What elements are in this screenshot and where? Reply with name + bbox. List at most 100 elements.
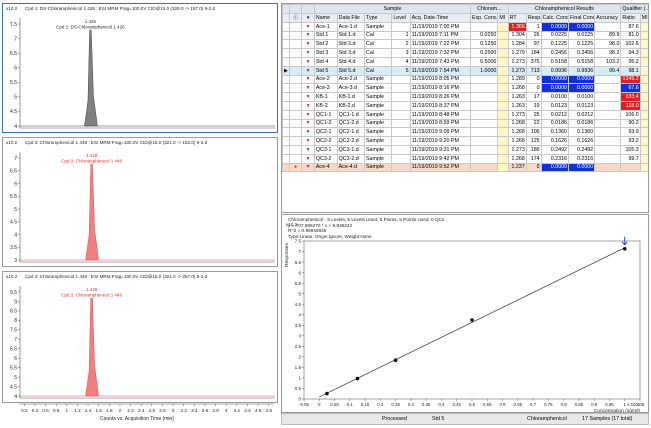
row-indicator[interactable]	[282, 127, 290, 138]
cell-exp-conc[interactable]	[469, 127, 499, 138]
cell-calc-conc[interactable]: 0.0100	[540, 92, 569, 102]
row-indicator[interactable]	[282, 92, 290, 102]
column-header-exp-conc[interactable]: Exp. Conc.	[469, 13, 499, 23]
cell-rt[interactable]: 1.273	[507, 144, 527, 155]
cell-qualifier-mi[interactable]	[639, 92, 648, 102]
row-indicator[interactable]	[282, 100, 290, 111]
cell-acq-date-time[interactable]: 11/19/2019 9:20 PM	[409, 136, 472, 146]
cell-mi[interactable]	[497, 100, 509, 111]
cell-mi[interactable]	[497, 153, 509, 164]
cell-name[interactable]: Std 5	[313, 65, 338, 76]
column-header-qualifier-mi[interactable]: MI	[639, 13, 648, 23]
row-indicator[interactable]	[282, 56, 290, 67]
cell-calc-conc[interactable]: 0.0212	[540, 109, 569, 120]
cell-rt[interactable]: 1.289	[507, 74, 527, 85]
cell-type[interactable]: Sample	[364, 118, 393, 129]
cell-data-file[interactable]: Ace-2.d	[336, 74, 366, 85]
cell-data-file[interactable]: QC3-1.d	[336, 144, 366, 155]
cell-final-conc[interactable]: 0.5158	[567, 56, 596, 67]
cell-exp-conc[interactable]	[469, 153, 499, 164]
cell-type[interactable]: Sample	[364, 100, 393, 111]
cell-resp[interactable]: 713	[525, 65, 542, 76]
cell-accuracy[interactable]	[594, 127, 622, 138]
cell-acq-date-time[interactable]: 11/19/2019 7:43 PM	[409, 56, 472, 67]
cell-name[interactable]: QC1-2	[313, 118, 338, 129]
calibration-curve-panel[interactable]: Chloramphenicol - 5 Levels, 5 Levels Use…	[281, 214, 649, 413]
cell-ratio[interactable]: 93.9	[620, 127, 641, 138]
row-flag-icon[interactable]	[288, 56, 303, 67]
table-row[interactable]: ▼ Ace-2 Ace-2.d Sample 11/19/2019 8:05 PM 1.2…	[282, 74, 648, 85]
cell-acq-date-time[interactable]: 11/19/2019 7:22 PM	[409, 39, 472, 50]
cell-rt[interactable]: 1.237	[507, 162, 527, 173]
cell-rt[interactable]: 1.268	[507, 127, 527, 138]
cell-resp[interactable]: 174	[525, 153, 542, 164]
cell-rt[interactable]: 1.263	[507, 100, 527, 111]
cell-final-conc[interactable]: 0.2492	[567, 144, 596, 155]
cell-qualifier-mi[interactable]	[639, 136, 648, 146]
cell-final-conc[interactable]: 0.9936	[567, 65, 596, 76]
cell-mi[interactable]	[497, 83, 509, 94]
cell-final-conc[interactable]: 0.0000	[567, 83, 596, 94]
row-indicator[interactable]	[282, 144, 290, 155]
cell-accuracy[interactable]: 98.2	[594, 48, 622, 58]
cell-mi[interactable]	[497, 118, 509, 129]
cell-data-file[interactable]: QC1-1.d	[336, 109, 366, 120]
row-filter-icon[interactable]: ▼	[301, 74, 315, 85]
cell-qualifier-mi[interactable]	[639, 127, 648, 138]
cell-rt[interactable]: 1.366	[507, 21, 527, 32]
cell-type[interactable]: Sample	[364, 21, 393, 32]
table-row[interactable]: ▼ QC1-1 QC1-1.d Sample 11/19/2019 8:48 PM 1.2…	[282, 109, 648, 120]
cell-data-file[interactable]: Std 2.d	[336, 39, 366, 50]
table-row[interactable]: ▼ QC3-1 QC3-1.d Sample 11/19/2019 9:31 PM 1.2…	[282, 144, 648, 155]
cell-data-file[interactable]: KB-2.d	[336, 100, 366, 111]
cell-qualifier-mi[interactable]	[639, 56, 648, 67]
cell-rt[interactable]: 1.268	[507, 83, 527, 94]
cell-resp[interactable]: 17	[525, 92, 542, 102]
row-filter-icon[interactable]: ▼	[301, 56, 315, 67]
table-row[interactable]: ▶ ▼ Std 5 Std 5.d Cal 5 11/19/2019 7:54 PM 1.00…	[282, 65, 648, 76]
cell-exp-conc[interactable]: 0.0250	[469, 30, 499, 41]
cell-qualifier-mi[interactable]	[639, 74, 648, 85]
cell-calc-conc[interactable]: 0.0186	[540, 118, 569, 129]
cell-final-conc[interactable]: 0.0000	[567, 21, 596, 32]
cell-type[interactable]: Sample	[364, 83, 393, 94]
row-indicator[interactable]	[282, 153, 290, 164]
cell-data-file[interactable]: Std 4.d	[336, 56, 366, 67]
cell-data-file[interactable]: Std 3.d	[336, 48, 366, 58]
table-row[interactable]: ▼ KB-1 KB-1.d Sample 11/19/2019 8:26 PM 1.263…	[282, 92, 648, 102]
column-header-calc-conc[interactable]: Calc. Conc.	[540, 13, 569, 23]
cell-resp[interactable]: 186	[525, 144, 542, 155]
cell-exp-conc[interactable]: 1.0000	[469, 65, 499, 76]
cell-resp[interactable]: 375	[525, 56, 542, 67]
cell-resp[interactable]: 22	[525, 118, 542, 129]
row-filter-icon[interactable]: ▼	[301, 153, 315, 164]
cell-level[interactable]	[391, 92, 411, 102]
cell-mi[interactable]	[497, 144, 509, 155]
cell-accuracy[interactable]: 98.0	[594, 39, 622, 50]
cell-name[interactable]: Std 2	[313, 39, 338, 50]
group-header-sample[interactable]: Sample	[313, 4, 472, 14]
cell-ratio[interactable]: 81.0	[620, 30, 641, 41]
table-row[interactable]: ▼ KB-2 KB-2.d Sample 11/19/2019 8:37 PM 1.263…	[282, 100, 648, 111]
row-flag-icon[interactable]: ●	[288, 162, 303, 173]
cell-ratio[interactable]: 87.6	[620, 21, 641, 32]
row-indicator[interactable]	[282, 136, 290, 146]
row-flag-icon[interactable]	[288, 74, 303, 85]
cell-accuracy[interactable]	[594, 83, 622, 94]
table-row[interactable]: ▼ Std 2 Std 2.d Cal 2 11/19/2019 7:22 PM 0.125…	[282, 39, 648, 50]
row-indicator[interactable]: ▶	[282, 65, 290, 76]
cell-level[interactable]	[391, 136, 411, 146]
cell-qualifier-mi[interactable]	[639, 144, 648, 155]
cell-exp-conc[interactable]	[469, 144, 499, 155]
table-row[interactable]: ▼ Std 4 Std 4.d Cal 4 11/19/2019 7:43 PM 0.500…	[282, 56, 648, 67]
cell-level[interactable]	[391, 109, 411, 120]
cell-resp[interactable]: 1	[525, 21, 542, 32]
row-flag-icon[interactable]	[288, 118, 303, 129]
table-row[interactable]: ▼ Std 1 Std 1.d Cal 1 11/19/2019 7:11 PM 0.025…	[282, 30, 648, 41]
cell-calc-conc[interactable]: 0.2492	[540, 144, 569, 155]
cell-type[interactable]: Sample	[364, 153, 393, 164]
row-filter-icon[interactable]: ▼	[301, 100, 315, 111]
cell-mi[interactable]	[497, 109, 509, 120]
cell-calc-conc[interactable]: 0.9936	[540, 65, 569, 76]
cell-name[interactable]: Ace-2	[313, 74, 338, 85]
